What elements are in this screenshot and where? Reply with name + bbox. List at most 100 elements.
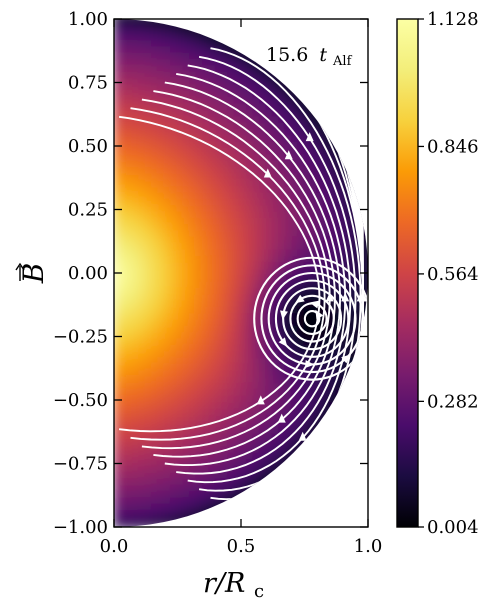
field-cell [189,354,199,364]
field-cell [151,430,161,441]
field-cell [284,24,294,34]
field-cell [265,437,275,447]
field-cell [360,272,368,282]
field-cell [347,94,358,104]
field-cell [151,43,161,53]
field-cell [341,494,351,504]
field-cell [309,500,320,510]
field-cell [214,214,224,225]
field-cell [119,506,129,517]
field-cell [240,456,250,466]
field-cell [195,456,205,466]
field-cell [328,208,339,218]
y-tick-label: −1.00 [53,517,108,538]
field-cell [214,202,224,212]
field-cell [316,449,326,460]
field-cell [322,424,332,434]
field-cell [163,506,174,517]
field-cell [290,443,301,453]
field-cell [182,322,193,333]
field-cell [189,68,199,79]
field-cell [176,75,186,85]
field-cell [195,125,205,136]
field-cell [189,246,199,256]
streamline-arrow [327,464,336,474]
time-annotation: 15.6 t Alf [266,44,353,69]
field-cell [114,202,123,212]
field-cell [290,481,301,491]
field-cell [240,75,250,85]
field-cell [201,43,212,53]
field-cell [214,405,224,415]
field-cell [354,24,364,34]
field-cell [265,138,275,148]
field-cell [170,68,180,79]
field-cell [176,176,186,187]
field-cell [297,411,307,422]
field-cell [220,113,231,123]
field-cell [176,329,186,339]
field-cell [170,456,180,466]
field-cell [259,170,269,180]
field-cell [246,81,256,91]
field-cell [170,360,180,371]
field-cell [170,214,180,225]
field-cell [182,456,193,466]
field-cell [271,30,282,41]
field-cell [138,399,148,409]
field-cell [208,100,218,110]
field-cell [132,214,142,225]
field-cell [195,329,205,339]
field-cell [246,164,256,174]
x-label-main: r/R [203,568,245,599]
field-cell [195,113,205,123]
field-cell [227,278,237,288]
field-cell [208,68,218,79]
field-cell [189,100,199,110]
field-cell [297,132,307,142]
field-cell [132,405,142,415]
field-cell [189,386,199,396]
field-cell [284,506,294,517]
field-cell [157,341,167,352]
field-cell [182,360,193,371]
streamline-arc [187,64,352,484]
field-cell [151,68,161,79]
field-cell [144,252,155,263]
field-cell [265,392,275,402]
field-cell [170,481,180,491]
field-cell [138,335,148,345]
field-cell [271,100,282,110]
field-cell [195,43,205,53]
field-cell [347,75,358,85]
field-cell [163,164,174,174]
field-cell [252,259,263,269]
field-cell [252,189,263,199]
field-cell [265,240,275,250]
field-cell [233,240,243,250]
field-cell [297,145,307,155]
field-cell [157,456,167,466]
field-cell [252,157,263,168]
field-cell [176,449,186,460]
field-cell [259,424,269,434]
field-cell [220,278,231,288]
field-cell [163,259,174,269]
field-cell [182,189,193,199]
field-cell [157,265,167,275]
field-cell [208,310,218,320]
field-cell [163,183,174,193]
field-cell [163,113,174,123]
field-cell [163,341,174,352]
field-cell [347,316,358,326]
field-cell [189,341,199,352]
field-cell [176,125,186,136]
field-cell [144,367,155,377]
field-cell [240,252,250,263]
field-cell [132,202,142,212]
field-cell [284,119,294,129]
field-cell [354,379,364,390]
field-cell [259,145,269,155]
field-cell [347,468,358,479]
field-cell [316,291,326,301]
